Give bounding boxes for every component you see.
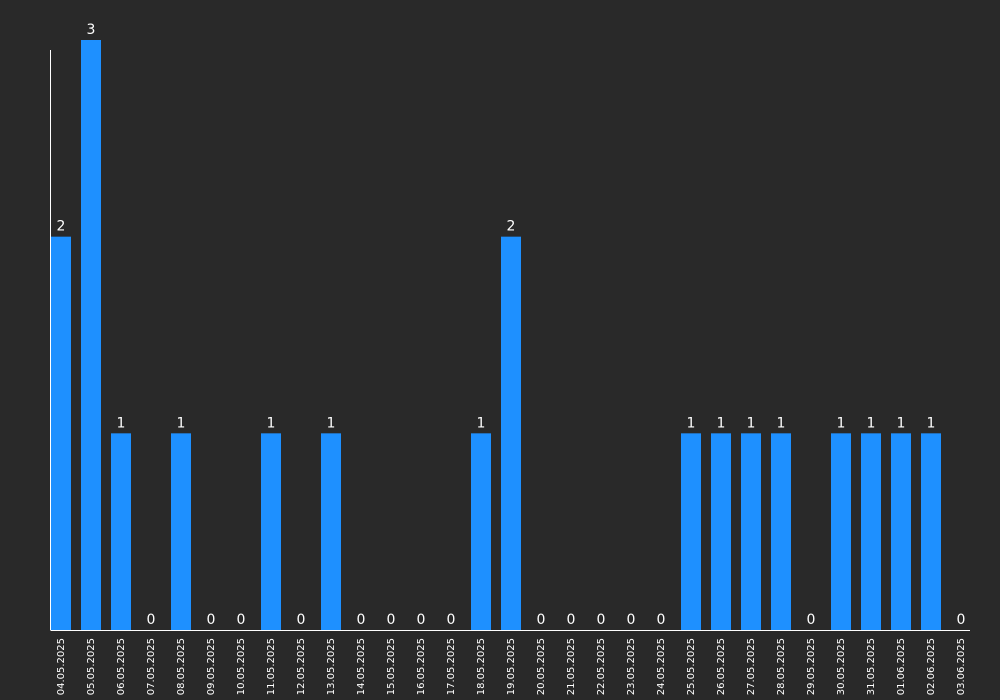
x-tick-label-19.05.2025: 19.05.2025 <box>506 638 517 695</box>
x-tick-label-16.05.2025: 16.05.2025 <box>416 638 427 695</box>
value-label-27.05.2025: 1 <box>747 415 756 431</box>
bar-04.05.2025 <box>51 236 71 630</box>
value-label-24.05.2025: 0 <box>657 612 666 628</box>
x-tick-label-26.05.2025: 26.05.2025 <box>716 638 727 695</box>
x-tick-label-13.05.2025: 13.05.2025 <box>326 638 337 695</box>
bar-18.05.2025 <box>471 433 491 630</box>
x-tick-label-28.05.2025: 28.05.2025 <box>776 638 787 695</box>
x-tick-label-09.05.2025: 09.05.2025 <box>206 638 217 695</box>
x-tick-label-08.05.2025: 08.05.2025 <box>176 638 187 695</box>
x-tick-label-21.05.2025: 21.05.2025 <box>566 638 577 695</box>
x-tick-labels-layer: 04.05.2025 05.05.2025 06.05.2025 07.05.2025… <box>56 638 967 695</box>
value-label-18.05.2025: 1 <box>477 415 486 431</box>
x-tick-label-14.05.2025: 14.05.2025 <box>356 638 367 695</box>
x-tick-label-22.05.2025: 22.05.2025 <box>596 638 607 695</box>
x-tick-label-15.05.2025: 15.05.2025 <box>386 638 397 695</box>
bar-28.05.2025 <box>771 433 791 630</box>
bar-01.06.2025 <box>891 433 911 630</box>
axes-layer <box>50 50 970 631</box>
value-label-09.05.2025: 0 <box>207 612 216 628</box>
x-tick-label-18.05.2025: 18.05.2025 <box>476 638 487 695</box>
value-label-26.05.2025: 1 <box>717 415 726 431</box>
x-tick-label-31.05.2025: 31.05.2025 <box>866 638 877 695</box>
bar-25.05.2025 <box>681 433 701 630</box>
x-tick-label-20.05.2025: 20.05.2025 <box>536 638 547 695</box>
x-tick-label-04.05.2025: 04.05.2025 <box>56 638 67 695</box>
x-tick-label-17.05.2025: 17.05.2025 <box>446 638 457 695</box>
x-tick-label-24.05.2025: 24.05.2025 <box>656 638 667 695</box>
bar-31.05.2025 <box>861 433 881 630</box>
value-label-13.05.2025: 1 <box>327 415 336 431</box>
value-label-16.05.2025: 0 <box>417 612 426 628</box>
x-tick-label-01.06.2025: 01.06.2025 <box>896 638 907 695</box>
bars-layer <box>51 40 941 630</box>
value-label-30.05.2025: 1 <box>837 415 846 431</box>
bar-02.06.2025 <box>921 433 941 630</box>
value-label-12.05.2025: 0 <box>297 612 306 628</box>
value-label-01.06.2025: 1 <box>897 415 906 431</box>
x-tick-label-02.06.2025: 02.06.2025 <box>926 638 937 695</box>
x-tick-label-11.05.2025: 11.05.2025 <box>266 638 277 695</box>
value-label-31.05.2025: 1 <box>867 415 876 431</box>
x-tick-label-03.06.2025: 03.06.2025 <box>956 638 967 695</box>
value-label-23.05.2025: 0 <box>627 612 636 628</box>
value-label-25.05.2025: 1 <box>687 415 696 431</box>
value-label-03.06.2025: 0 <box>957 612 966 628</box>
value-label-10.05.2025: 0 <box>237 612 246 628</box>
value-label-15.05.2025: 0 <box>387 612 396 628</box>
x-tick-label-12.05.2025: 12.05.2025 <box>296 638 307 695</box>
value-label-07.05.2025: 0 <box>147 612 156 628</box>
x-tick-label-07.05.2025: 07.05.2025 <box>146 638 157 695</box>
x-tick-label-27.05.2025: 27.05.2025 <box>746 638 757 695</box>
x-tick-label-30.05.2025: 30.05.2025 <box>836 638 847 695</box>
x-tick-label-23.05.2025: 23.05.2025 <box>626 638 637 695</box>
bar-19.05.2025 <box>501 236 521 630</box>
value-label-20.05.2025: 0 <box>537 612 546 628</box>
value-labels-layer: 2 3 1 0 1 0 0 1 0 1 0 0 0 0 1 2 0 0 0 0 0 1 1 1 1 0 1 1 1 1 0 <box>57 22 966 628</box>
value-label-29.05.2025: 0 <box>807 612 816 628</box>
x-tick-label-05.05.2025: 05.05.2025 <box>86 638 97 695</box>
value-label-02.06.2025: 1 <box>927 415 936 431</box>
x-tick-label-29.05.2025: 29.05.2025 <box>806 638 817 695</box>
x-tick-label-06.05.2025: 06.05.2025 <box>116 638 127 695</box>
value-label-19.05.2025: 2 <box>507 219 516 235</box>
bar-13.05.2025 <box>321 433 341 630</box>
value-label-22.05.2025: 0 <box>597 612 606 628</box>
value-label-21.05.2025: 0 <box>567 612 576 628</box>
value-label-11.05.2025: 1 <box>267 415 276 431</box>
x-tick-label-10.05.2025: 10.05.2025 <box>236 638 247 695</box>
bar-30.05.2025 <box>831 433 851 630</box>
value-label-05.05.2025: 3 <box>87 22 96 38</box>
value-label-04.05.2025: 2 <box>57 219 66 235</box>
value-label-14.05.2025: 0 <box>357 612 366 628</box>
value-label-08.05.2025: 1 <box>177 415 186 431</box>
value-label-06.05.2025: 1 <box>117 415 126 431</box>
bar-11.05.2025 <box>261 433 281 630</box>
value-label-28.05.2025: 1 <box>777 415 786 431</box>
bar-06.05.2025 <box>111 433 131 630</box>
bar-05.05.2025 <box>81 40 101 630</box>
bar-27.05.2025 <box>741 433 761 630</box>
value-label-17.05.2025: 0 <box>447 612 456 628</box>
bar-08.05.2025 <box>171 433 191 630</box>
x-tick-label-25.05.2025: 25.05.2025 <box>686 638 697 695</box>
bar-26.05.2025 <box>711 433 731 630</box>
